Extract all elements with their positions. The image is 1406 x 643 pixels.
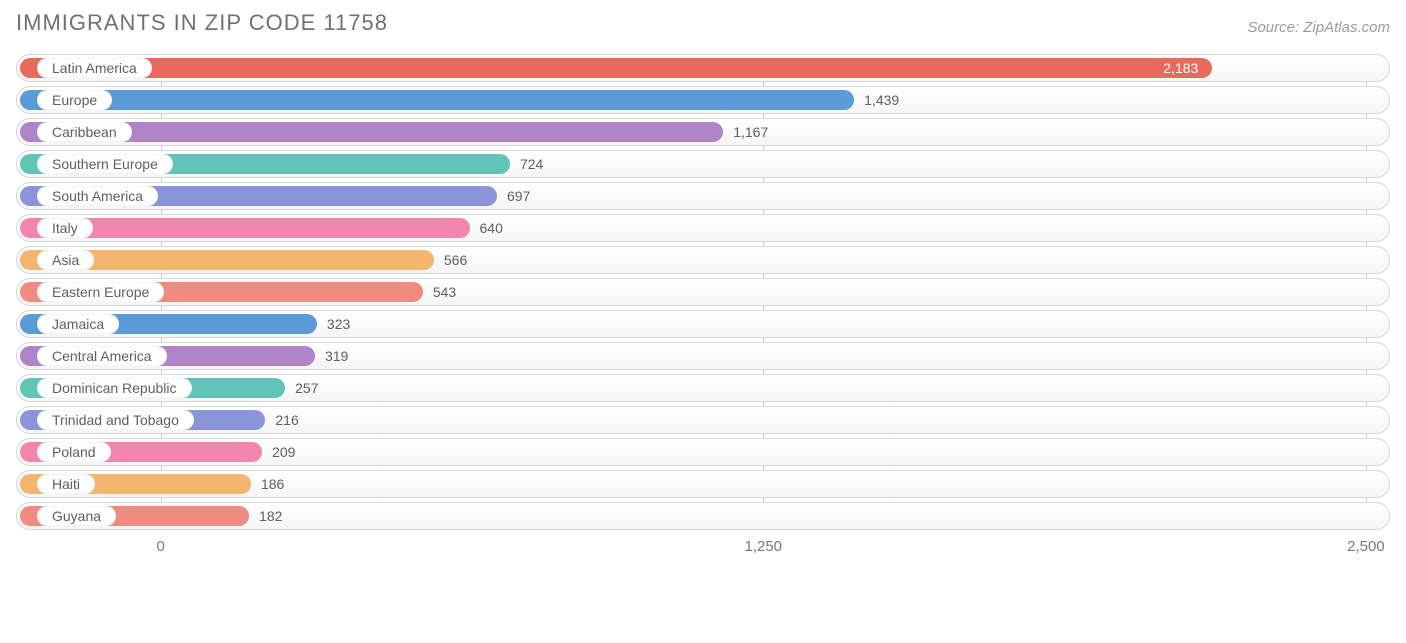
bar-track: Southern Europe 724 (16, 150, 1390, 178)
bar-track: Poland 209 (16, 438, 1390, 466)
bar-row: Guyana 182 (16, 502, 1390, 530)
bar-label-pill: South America (37, 186, 158, 206)
bar-area: Latin America 2,183 Europe 1,439 Caribbean 1,… (16, 54, 1390, 530)
bar-row: South America 697 (16, 182, 1390, 210)
bar-value: 209 (272, 444, 295, 460)
bar-row: Poland 209 (16, 438, 1390, 466)
x-axis: 0 1,250 2,500 (16, 536, 1390, 564)
bar-track: Dominican Republic 257 (16, 374, 1390, 402)
bar-row: Central America 319 (16, 342, 1390, 370)
bar-label-pill: Europe (37, 90, 112, 110)
bar-track: Haiti 186 (16, 470, 1390, 498)
bar-row: Europe 1,439 (16, 86, 1390, 114)
x-axis-tick: 0 (156, 538, 164, 555)
bar-row: Italy 640 (16, 214, 1390, 242)
bar-track: Guyana 182 (16, 502, 1390, 530)
bar-label-pill: Asia (37, 250, 94, 270)
bar-row: Haiti 186 (16, 470, 1390, 498)
bar-label-pill: Italy (37, 218, 93, 238)
bar-value: 566 (444, 252, 467, 268)
bar-label-pill: Southern Europe (37, 154, 173, 174)
bar-value: 323 (327, 316, 350, 332)
bar-row: Dominican Republic 257 (16, 374, 1390, 402)
bar-row: Caribbean 1,167 (16, 118, 1390, 146)
bar-row: Trinidad and Tobago 216 (16, 406, 1390, 434)
bar-value: 182 (259, 508, 282, 524)
bar-label-pill: Trinidad and Tobago (37, 410, 194, 430)
bar-track: Europe 1,439 (16, 86, 1390, 114)
chart-header: IMMIGRANTS IN ZIP CODE 11758 Source: Zip… (16, 10, 1390, 36)
bar-track: Central America 319 (16, 342, 1390, 370)
x-axis-tick: 2,500 (1347, 538, 1385, 555)
bar-track: Trinidad and Tobago 216 (16, 406, 1390, 434)
bar-label-pill: Caribbean (37, 122, 132, 142)
bar-row: Eastern Europe 543 (16, 278, 1390, 306)
bar-value: 1,439 (864, 92, 899, 108)
bar-label-pill: Guyana (37, 506, 116, 526)
bar-value: 640 (480, 220, 503, 236)
bar-chart: Latin America 2,183 Europe 1,439 Caribbean 1,… (16, 54, 1390, 564)
bar-row: Jamaica 323 (16, 310, 1390, 338)
bar-label-pill: Eastern Europe (37, 282, 164, 302)
bar-label-pill: Latin America (37, 58, 152, 78)
bar-row: Latin America 2,183 (16, 54, 1390, 82)
bar-value: 724 (520, 156, 543, 172)
x-axis-tick: 1,250 (744, 538, 782, 555)
chart-title: IMMIGRANTS IN ZIP CODE 11758 (16, 10, 388, 36)
bar-track: Italy 640 (16, 214, 1390, 242)
bar-value: 2,183 (1163, 60, 1198, 76)
bar-value: 257 (295, 380, 318, 396)
bar-track: Caribbean 1,167 (16, 118, 1390, 146)
bar-value: 319 (325, 348, 348, 364)
chart-source: Source: ZipAtlas.com (1247, 19, 1390, 36)
bar-label-pill: Dominican Republic (37, 378, 192, 398)
bar-label-pill: Central America (37, 346, 167, 366)
bar-fill (20, 58, 1212, 78)
bar-value: 216 (275, 412, 298, 428)
bar-label-pill: Poland (37, 442, 111, 462)
bar-value: 543 (433, 284, 456, 300)
bar-track: South America 697 (16, 182, 1390, 210)
bar-track: Eastern Europe 543 (16, 278, 1390, 306)
bar-track: Asia 566 (16, 246, 1390, 274)
bar-track: Jamaica 323 (16, 310, 1390, 338)
bar-label-pill: Jamaica (37, 314, 119, 334)
bar-track: Latin America 2,183 (16, 54, 1390, 82)
bar-fill (20, 90, 854, 110)
bar-value: 186 (261, 476, 284, 492)
bar-value: 697 (507, 188, 530, 204)
bar-value: 1,167 (733, 124, 768, 140)
bar-label-pill: Haiti (37, 474, 95, 494)
bar-row: Asia 566 (16, 246, 1390, 274)
bar-row: Southern Europe 724 (16, 150, 1390, 178)
